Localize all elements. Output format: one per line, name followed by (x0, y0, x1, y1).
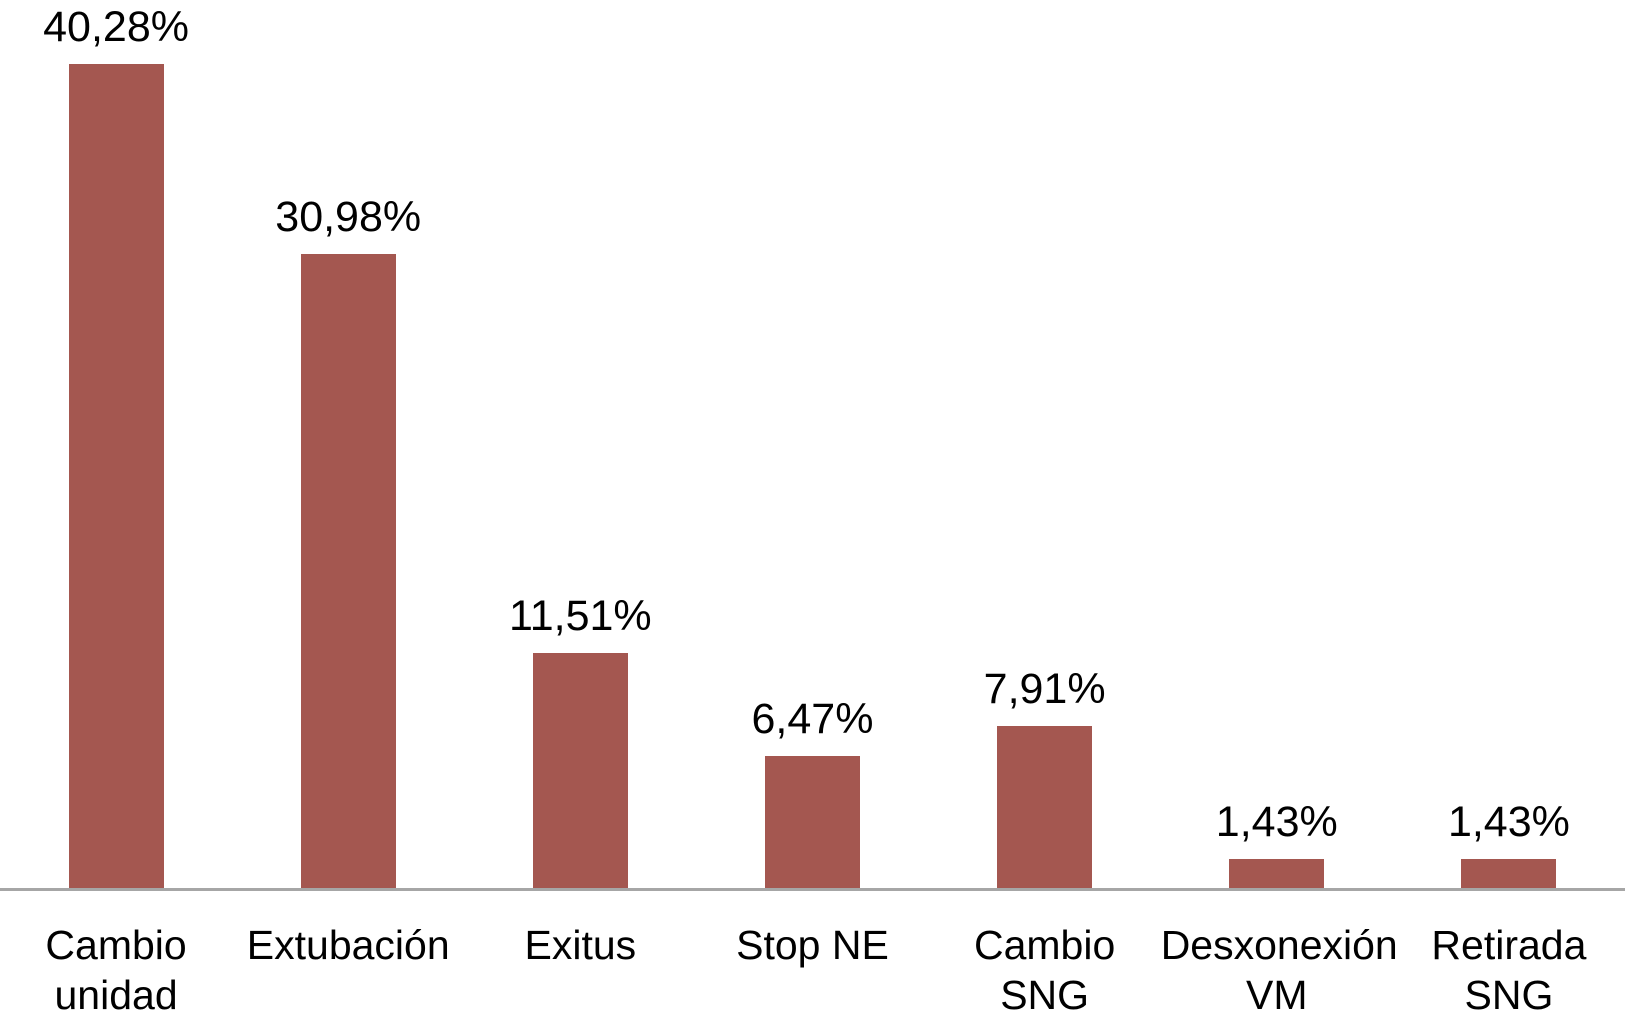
bar-value-label: 1,43% (1215, 797, 1338, 846)
bar (997, 726, 1093, 888)
bar-value-label: 7,91% (983, 665, 1106, 714)
bar-value-label: 1,43% (1447, 797, 1570, 846)
bar (532, 652, 628, 888)
x-axis-label: Cambio unidad (45, 922, 187, 1018)
x-axis-line (0, 888, 1625, 891)
x-axis-label: Retirada SNG (1431, 922, 1587, 1018)
bar-value-label: 11,51% (509, 591, 652, 640)
x-axis-label: Stop NE (736, 922, 889, 968)
bar-group: 11,51% (464, 0, 696, 888)
x-axis-label: Extubación (246, 922, 450, 968)
bar (68, 63, 164, 888)
bar-group: 40,28% (0, 0, 232, 888)
x-axis-label: Cambio SNG (973, 922, 1116, 1018)
bar-group: 1,43% (1393, 0, 1625, 888)
bar-group: 7,91% (929, 0, 1161, 888)
x-axis-label: Desxonexión VM (1160, 922, 1398, 1018)
bar-value-label: 30,98% (275, 193, 422, 242)
bar (1461, 858, 1557, 888)
bar-group: 1,43% (1161, 0, 1393, 888)
bar (300, 254, 396, 888)
bar-group: 6,47% (696, 0, 928, 888)
bar (764, 755, 860, 888)
bar-value-label: 40,28% (43, 2, 189, 51)
x-axis-label: Exitus (524, 922, 637, 968)
bar (1229, 858, 1325, 888)
bar-value-label: 6,47% (751, 694, 874, 743)
bar-group: 30,98% (232, 0, 464, 888)
plot-area: 40,28% 30,98% 11,51% 6,47% 7,91% 1,43% 1,43% (0, 0, 1625, 888)
x-axis-labels: Cambio unidad Extubación Exitus Stop NE Camb… (0, 920, 1625, 1020)
